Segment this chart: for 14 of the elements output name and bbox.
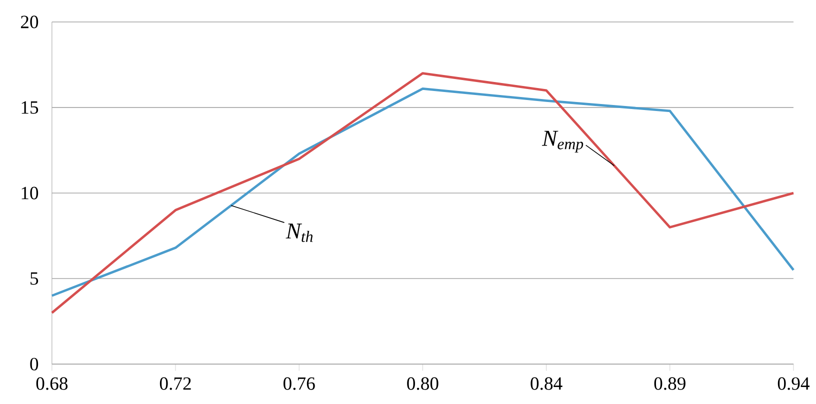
x-tick-label: 0.84 xyxy=(530,377,562,390)
x-tick-label: 0.80 xyxy=(407,377,438,390)
y-tick-label: 15 xyxy=(22,101,38,114)
y-tick-label: 20 xyxy=(20,16,38,28)
x-tick-label: 0.72 xyxy=(160,377,191,390)
series-label: N$_{emp}$ xyxy=(542,130,584,153)
y-tick-label: 5 xyxy=(30,272,38,285)
y-tick-label: 10 xyxy=(22,186,38,200)
text: N$_{th}$ xyxy=(286,224,313,242)
x-tick-label: 0.68 xyxy=(36,377,68,390)
x-tick-label: 0.76 xyxy=(284,377,315,390)
x-tick-label: 0.94 xyxy=(778,377,810,390)
x-tick-label: 0.89 xyxy=(654,377,686,390)
y-tick-label: 0 xyxy=(30,358,38,370)
